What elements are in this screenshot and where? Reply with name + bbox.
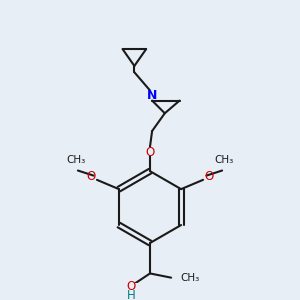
Text: O: O — [127, 280, 136, 293]
Text: H: H — [127, 289, 136, 300]
Text: CH₃: CH₃ — [66, 155, 85, 166]
Text: CH₃: CH₃ — [180, 273, 200, 283]
Text: O: O — [204, 170, 213, 183]
Text: N: N — [147, 89, 157, 102]
Text: O: O — [87, 170, 96, 183]
Text: O: O — [146, 146, 154, 159]
Text: CH₃: CH₃ — [214, 155, 234, 166]
